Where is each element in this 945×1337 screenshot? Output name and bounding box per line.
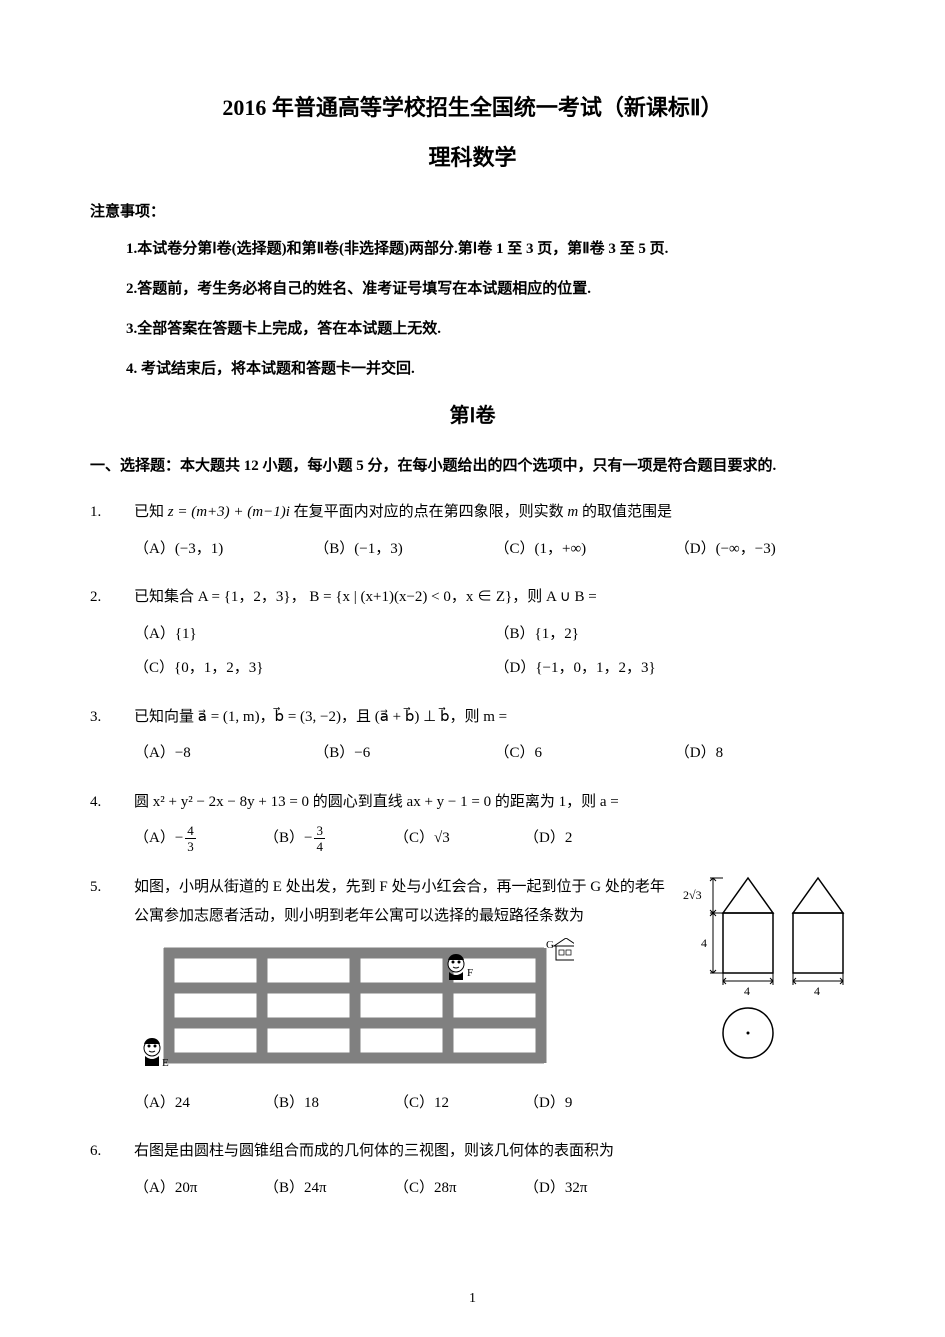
house-icon xyxy=(554,938,574,960)
q1-prompt-post: 在复平面内对应的点在第四象限，则实数 xyxy=(290,504,568,520)
q5-option-d: （D）9 xyxy=(524,1089,644,1118)
q4-b-num: 3 xyxy=(314,824,325,838)
q3-option-b: （B）−6 xyxy=(314,739,494,768)
question-1: 1. 已知 z = (m+3) + (m−1)i 在复平面内对应的点在第四象限，… xyxy=(90,498,855,569)
q4-a-den: 3 xyxy=(185,838,196,853)
q2-option-c: （C）{0，1，2，3} xyxy=(134,654,495,683)
q1-formula: z = (m+3) + (m−1)i xyxy=(168,504,290,520)
q3-option-c: （C）6 xyxy=(495,739,675,768)
f-label: F xyxy=(467,967,473,979)
q4-option-a: （A）−43 xyxy=(134,824,254,853)
main-title: 2016 年普通高等学校招生全国统一考试（新课标Ⅱ） xyxy=(90,90,855,122)
q6-number: 6. xyxy=(90,1137,134,1208)
q1-option-a: （A）(−3，1) xyxy=(134,535,314,564)
page-number: 1 xyxy=(0,1291,945,1307)
q6-option-a: （A）20π xyxy=(134,1174,254,1203)
notice-item-2: 2.答题前，考生务必将自己的姓名、准考证号填写在本试题相应的位置. xyxy=(126,277,855,301)
q6-option-c: （C）28π xyxy=(394,1174,514,1203)
q6-prompt: 右图是由圆柱与圆锥组合而成的几何体的三视图，则该几何体的表面积为 xyxy=(134,1137,665,1166)
q5-option-c: （C）12 xyxy=(394,1089,514,1118)
q4-option-d: （D）2 xyxy=(524,824,644,853)
notice-header: 注意事项： xyxy=(90,200,855,221)
q4-a-num: 4 xyxy=(185,824,196,838)
q4-option-c: （C）√3 xyxy=(394,824,514,853)
q2-number: 2. xyxy=(90,583,134,689)
q5-grid-diagram: G F xyxy=(134,938,665,1079)
question-3: 3. 已知向量 a⃗ = (1, m)，b⃗ = (3, −2)，且 (a⃗ +… xyxy=(90,703,855,774)
q1-var: m xyxy=(567,504,578,520)
question-2: 2. 已知集合 A = {1，2，3}， B = {x | (x+1)(x−2)… xyxy=(90,583,855,689)
q3-number: 3. xyxy=(90,703,134,774)
three-view-icon: 2√3 4 4 4 xyxy=(675,873,855,1063)
street-grid-icon: G F xyxy=(134,938,574,1068)
e-label: E xyxy=(162,1057,169,1068)
q1-prompt-pre: 已知 xyxy=(134,504,168,520)
q1-option-d: （D）(−∞，−3) xyxy=(675,535,855,564)
notice-item-4: 4. 考试结束后，将本试题和答题卡一并交回. xyxy=(126,357,855,381)
q5-option-a: （A）24 xyxy=(134,1089,254,1118)
q1-prompt-end: 的取值范围是 xyxy=(578,504,672,520)
q3-prompt: 已知向量 a⃗ = (1, m)，b⃗ = (3, −2)，且 (a⃗ + b⃗… xyxy=(134,703,855,732)
q2-option-b: （B）{1，2} xyxy=(495,620,856,649)
question-5: 5. 如图，小明从街道的 E 处出发，先到 F 处与小红会合，再一起到位于 G … xyxy=(90,873,665,1123)
q6-option-d: （D）32π xyxy=(524,1174,644,1203)
q6-option-b: （B）24π xyxy=(264,1174,384,1203)
person-e-icon xyxy=(144,1038,160,1066)
q5-prompt: 如图，小明从街道的 E 处出发，先到 F 处与小红会合，再一起到位于 G 处的老… xyxy=(134,873,665,930)
q1-prompt: 已知 z = (m+3) + (m−1)i 在复平面内对应的点在第四象限，则实数… xyxy=(134,498,855,527)
q2-prompt: 已知集合 A = {1，2，3}， B = {x | (x+1)(x−2) < … xyxy=(134,583,855,612)
q1-option-c: （C）(1，+∞) xyxy=(495,535,675,564)
dim-bottom1-label: 4 xyxy=(744,984,750,998)
q2-option-d: （D）{−1，0，1，2，3} xyxy=(495,654,856,683)
q4-number: 4. xyxy=(90,788,134,860)
dim-mid-label: 4 xyxy=(701,936,707,950)
q6-three-view-diagram: 2√3 4 4 4 xyxy=(675,873,855,1068)
sub-title: 理科数学 xyxy=(90,140,855,172)
q3-option-a: （A）−8 xyxy=(134,739,314,768)
q1-number: 1. xyxy=(90,498,134,569)
question-4: 4. 圆 x² + y² − 2x − 8y + 13 = 0 的圆心到直线 a… xyxy=(90,788,855,860)
q4-b-den: 4 xyxy=(314,838,325,853)
q2-option-a: （A）{1} xyxy=(134,620,495,649)
person-f-icon xyxy=(448,954,464,980)
q4-option-b: （B）−34 xyxy=(264,824,384,853)
g-label: G xyxy=(546,939,554,951)
dim-bottom2-label: 4 xyxy=(814,984,820,998)
section1-instruction: 一、选择题：本大题共 12 小题，每小题 5 分，在每小题给出的四个选项中，只有… xyxy=(90,448,855,484)
q4-a-pre: （A）− xyxy=(134,830,183,846)
q1-option-b: （B）(−1，3) xyxy=(314,535,494,564)
q4-b-pre: （B）− xyxy=(264,830,312,846)
q3-option-d: （D）8 xyxy=(675,739,855,768)
dim-top-label: 2√3 xyxy=(683,888,702,902)
notice-item-3: 3.全部答案在答题卡上完成，答在本试题上无效. xyxy=(126,317,855,341)
q5-option-b: （B）18 xyxy=(264,1089,384,1118)
q5-number: 5. xyxy=(90,873,134,1123)
notice-item-1: 1.本试卷分第Ⅰ卷(选择题)和第Ⅱ卷(非选择题)两部分.第Ⅰ卷 1 至 3 页，… xyxy=(126,237,855,261)
question-6: 6. 右图是由圆柱与圆锥组合而成的几何体的三视图，则该几何体的表面积为 （A）2… xyxy=(90,1137,665,1208)
section1-title: 第Ⅰ卷 xyxy=(90,399,855,428)
q4-prompt: 圆 x² + y² − 2x − 8y + 13 = 0 的圆心到直线 ax +… xyxy=(134,788,855,817)
